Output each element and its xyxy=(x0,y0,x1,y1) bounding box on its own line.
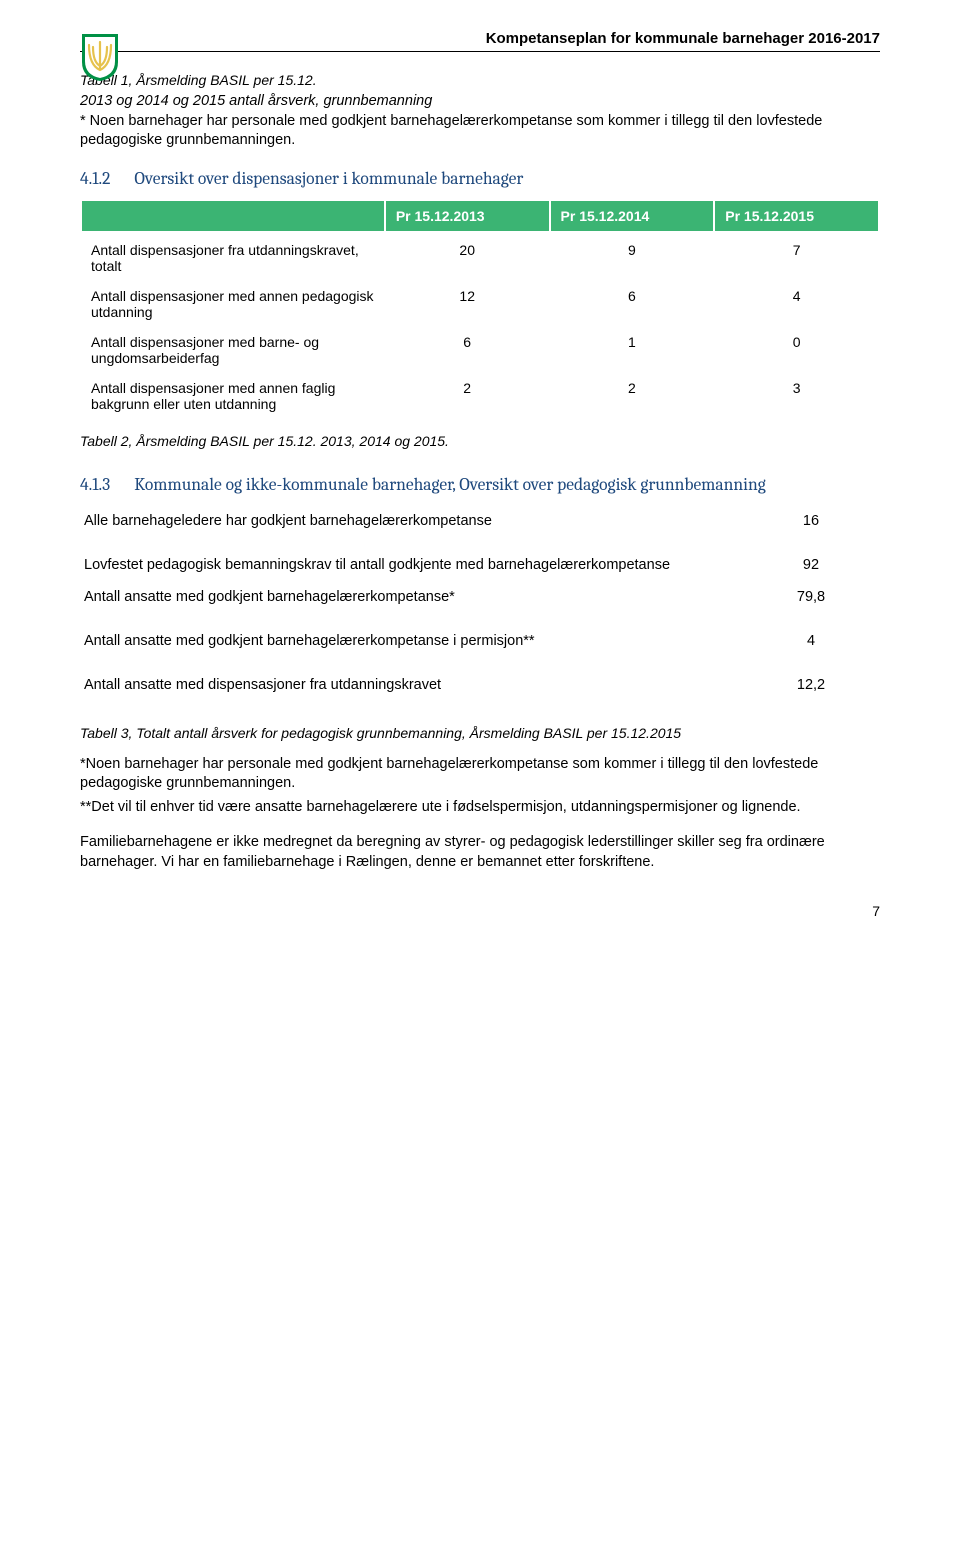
row-label: Antall dispensasjoner med annen faglig b… xyxy=(81,373,385,419)
caption1-sub: 2013 og 2014 og 2015 antall årsverk, gru… xyxy=(80,93,432,109)
row-label: Antall ansatte med godkjent barnehagelær… xyxy=(80,613,742,657)
tbl1-h0 xyxy=(81,200,385,233)
table-row: Antall dispensasjoner fra utdanningskrav… xyxy=(81,233,879,281)
section-4-1-3-title: Kommunale og ikke-kommunale barnehager, … xyxy=(134,475,766,495)
row-value: 12,2 xyxy=(742,657,880,701)
row-value: 6 xyxy=(385,327,550,373)
row-value: 9 xyxy=(550,233,715,281)
table3-caption: Tabell 3, Totalt antall årsverk for peda… xyxy=(80,725,880,741)
section-4-1-3-heading: 4.1.3 Kommunale og ikke-kommunale barneha… xyxy=(80,475,880,495)
table2-caption: Tabell 2, Årsmelding BASIL per 15.12. 20… xyxy=(80,433,880,449)
table-row: Antall dispensasjoner med annen pedagogi… xyxy=(81,281,879,327)
table-row: Antall dispensasjoner med annen faglig b… xyxy=(81,373,879,419)
row-label: Antall dispensasjoner med annen pedagogi… xyxy=(81,281,385,327)
section-4-1-2-title: Oversikt over dispensasjoner i kommunale… xyxy=(134,169,523,189)
row-value: 20 xyxy=(385,233,550,281)
row-label: Lovfestet pedagogisk bemanningskrav til … xyxy=(80,537,742,581)
tbl1-h1: Pr 15.12.2013 xyxy=(385,200,550,233)
row-value: 2 xyxy=(385,373,550,419)
table1-caption-line1: Tabell 1, Årsmelding BASIL per 15.12. xyxy=(80,72,880,88)
row-value: 2 xyxy=(550,373,715,419)
row-label: Antall dispensasjoner med barne- og ungd… xyxy=(81,327,385,373)
grunnbemanning-table: Alle barnehageledere har godkjent barneh… xyxy=(80,505,880,701)
row-value: 16 xyxy=(742,505,880,537)
caption1-block: 2013 og 2014 og 2015 antall årsverk, gru… xyxy=(80,92,880,151)
row-label: Alle barnehageledere har godkjent barneh… xyxy=(80,505,742,537)
document-header-title: Kompetanseplan for kommunale barnehager … xyxy=(80,30,880,47)
page-number: 7 xyxy=(80,903,880,919)
row-value: 3 xyxy=(714,373,879,419)
paragraph-familiebarnehagene: Familiebarnehagene er ikke medregnet da … xyxy=(80,833,880,872)
tbl1-h2: Pr 15.12.2014 xyxy=(550,200,715,233)
table-row: Antall ansatte med godkjent barnehagelær… xyxy=(80,613,880,657)
row-label: Antall ansatte med dispensasjoner fra ut… xyxy=(80,657,742,701)
table-row: Antall ansatte med godkjent barnehagelær… xyxy=(80,581,880,613)
row-label: Antall ansatte med godkjent barnehagelær… xyxy=(80,581,742,613)
row-value: 79,8 xyxy=(742,581,880,613)
footnote-2: **Det vil til enhver tid være ansatte ba… xyxy=(80,798,880,818)
row-value: 92 xyxy=(742,537,880,581)
table-row: Lovfestet pedagogisk bemanningskrav til … xyxy=(80,537,880,581)
row-value: 7 xyxy=(714,233,879,281)
row-value: 4 xyxy=(742,613,880,657)
page-header: Kompetanseplan for kommunale barnehager … xyxy=(80,30,880,52)
table-row: Antall ansatte med dispensasjoner fra ut… xyxy=(80,657,880,701)
row-label: Antall dispensasjoner fra utdanningskrav… xyxy=(81,233,385,281)
row-value: 6 xyxy=(550,281,715,327)
header-rule xyxy=(80,51,880,52)
section-4-1-3-num: 4.1.3 xyxy=(80,475,110,495)
municipal-crest-icon xyxy=(80,32,120,82)
section-4-1-2-heading: 4.1.2 Oversikt over dispensasjoner i komm… xyxy=(80,169,880,189)
row-value: 0 xyxy=(714,327,879,373)
row-value: 1 xyxy=(550,327,715,373)
footnote-1: *Noen barnehager har personale med godkj… xyxy=(80,755,880,794)
caption1-note: * Noen barnehager har personale med godk… xyxy=(80,113,822,149)
table-row: Antall dispensasjoner med barne- og ungd… xyxy=(81,327,879,373)
row-value: 4 xyxy=(714,281,879,327)
row-value: 12 xyxy=(385,281,550,327)
dispensasjoner-table: Pr 15.12.2013 Pr 15.12.2014 Pr 15.12.201… xyxy=(80,199,880,419)
table-row: Alle barnehageledere har godkjent barneh… xyxy=(80,505,880,537)
section-4-1-2-num: 4.1.2 xyxy=(80,169,110,189)
tbl1-h3: Pr 15.12.2015 xyxy=(714,200,879,233)
